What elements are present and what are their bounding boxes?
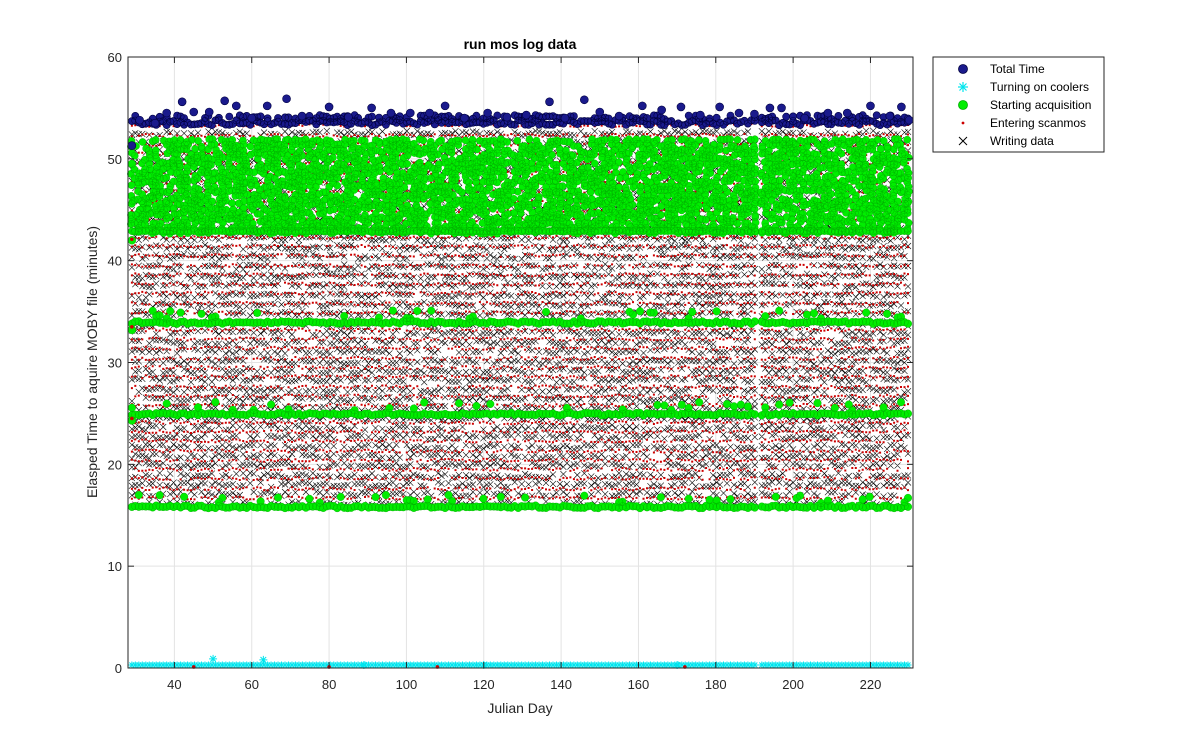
legend-marker-starting-acquisition — [958, 100, 968, 110]
total-time-point — [715, 102, 724, 112]
total-time-point — [800, 113, 810, 123]
x-tick-label: 180 — [705, 677, 727, 692]
total-time-point — [344, 112, 353, 122]
legend-label-entering-scanmos: Entering scanmos — [990, 116, 1086, 130]
total-time-point — [324, 102, 334, 112]
total-time-point — [595, 107, 605, 117]
total-time-point — [545, 97, 554, 107]
total-time-point — [262, 101, 272, 111]
y-tick-label: 0 — [115, 661, 122, 676]
y-tick-label: 10 — [108, 559, 122, 574]
x-tick-label: 220 — [860, 677, 882, 692]
y-tick-label: 60 — [108, 50, 122, 65]
total-time-point — [522, 110, 531, 120]
y-tick-label: 20 — [108, 457, 122, 472]
entering-scanmos-point — [130, 325, 134, 329]
total-time-point — [502, 112, 512, 122]
y-tick-label: 40 — [108, 254, 122, 269]
total-time-point — [842, 108, 852, 118]
total-time-point — [440, 101, 450, 111]
total-time-point — [904, 115, 914, 125]
total-time-point — [657, 105, 666, 115]
total-time-point — [765, 103, 775, 113]
total-time-point — [560, 113, 570, 123]
legend-item-starting-acquisition: Starting acquisition — [958, 98, 1091, 112]
chart-title: run mos log data — [464, 36, 577, 52]
total-time-point — [162, 108, 171, 118]
legend-label-writing-data: Writing data — [990, 134, 1054, 148]
total-time-point — [676, 102, 686, 112]
y-tick-label: 50 — [108, 152, 122, 167]
total-time-point — [885, 111, 895, 121]
total-time-point — [135, 115, 144, 125]
total-time-point — [367, 103, 376, 113]
y-tick-label: 30 — [108, 356, 122, 371]
total-time-point — [405, 108, 415, 118]
legend: Total Time Turning on coolers Starting a… — [932, 56, 1105, 153]
total-time-point — [231, 101, 241, 111]
legend-item-total-time: Total Time — [958, 62, 1045, 76]
starting-acquisition-markers — [127, 135, 913, 513]
total-time-point — [247, 113, 257, 123]
total-time-markers — [128, 111, 912, 130]
total-time-point — [750, 109, 759, 119]
total-time-point — [127, 141, 137, 150]
total-time-point — [189, 107, 199, 117]
total-time-point — [580, 95, 589, 105]
total-time-point — [297, 111, 307, 121]
x-tick-label: 40 — [167, 677, 181, 692]
total-time-point — [823, 108, 833, 118]
total-time-point — [696, 110, 705, 120]
total-time-point — [204, 107, 214, 117]
total-time-point — [777, 103, 786, 113]
x-axis-label: Julian Day — [487, 700, 552, 716]
x-tick-label: 140 — [550, 677, 572, 692]
total-time-point — [425, 108, 434, 118]
legend-label-total-time: Total Time — [990, 62, 1045, 76]
legend-item-writing-data: Writing data — [958, 134, 1054, 148]
total-time-point — [220, 96, 229, 106]
x-tick-label: 200 — [782, 677, 804, 692]
y-axis-label: Elasped Time to aquire MOBY file (minute… — [84, 226, 100, 498]
x-tick-label: 60 — [245, 677, 259, 692]
total-time-point — [386, 108, 396, 118]
total-time-point — [483, 108, 492, 118]
axis-ticks: 40 60 80 100 120 140 160 180 200 220 0 10 20 30 40 50 60 — [108, 50, 913, 692]
total-time-point — [638, 101, 647, 111]
legend-marker-entering-scanmos — [961, 121, 965, 125]
legend-marker-writing-data — [958, 136, 968, 146]
total-time-point — [282, 94, 291, 104]
total-time-point — [177, 97, 187, 107]
x-tick-label: 100 — [396, 677, 418, 692]
legend-marker-total-time — [958, 64, 968, 74]
x-tick-label: 80 — [322, 677, 336, 692]
x-tick-label: 160 — [628, 677, 650, 692]
entering-scanmos-point — [130, 237, 134, 242]
legend-item-turning-on-coolers: Turning on coolers — [958, 80, 1089, 94]
total-time-point — [734, 108, 744, 118]
total-time-point — [614, 111, 624, 121]
series-starting-acquisition — [127, 135, 913, 513]
legend-marker-turning-on-coolers — [958, 82, 968, 92]
total-time-point — [150, 118, 160, 128]
total-time-point — [460, 113, 469, 123]
legend-label-turning-on-coolers: Turning on coolers — [990, 80, 1089, 94]
series-total-time — [127, 94, 914, 150]
total-time-point — [897, 102, 906, 112]
legend-item-entering-scanmos: Entering scanmos — [961, 116, 1086, 130]
total-time-point — [866, 101, 875, 111]
x-tick-label: 120 — [473, 677, 495, 692]
entering-scanmos-point — [130, 416, 134, 421]
legend-label-starting-acquisition: Starting acquisition — [990, 98, 1091, 112]
